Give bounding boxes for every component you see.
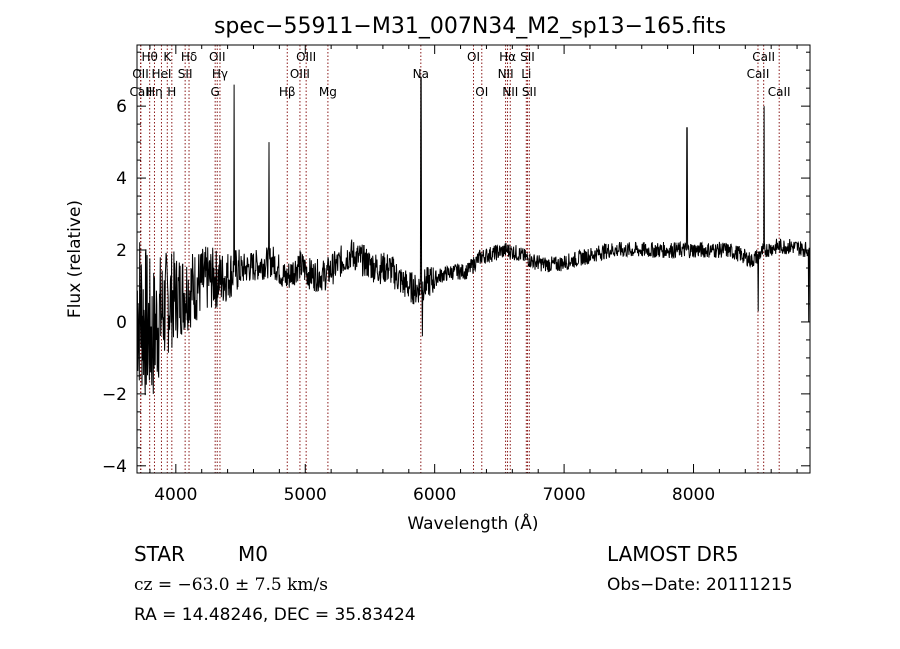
object-class: STAR	[134, 542, 185, 566]
redshift-cz: cz = −63.0 ± 7.5 km/s	[134, 575, 328, 595]
line-label: OIII	[290, 67, 310, 81]
coordinates: RA = 14.48246, DEC = 35.83424	[134, 605, 416, 625]
observation-date: Obs−Date: 20111215	[607, 575, 793, 595]
line-label: CaII	[129, 85, 152, 99]
x-tick-label: 4000	[154, 485, 197, 505]
y-tick-label: −2	[102, 385, 127, 405]
line-label: NII	[498, 67, 514, 81]
line-label: OI	[467, 50, 480, 64]
line-label: OII	[132, 67, 149, 81]
x-tick-label: 7000	[542, 485, 585, 505]
line-label: G	[211, 85, 220, 99]
line-label: NII	[502, 85, 518, 99]
line-label: SII	[178, 67, 193, 81]
line-label: SII	[522, 85, 537, 99]
line-label: Hγ	[212, 67, 228, 81]
object-subclass: M0	[238, 542, 268, 566]
line-label: Hθ	[141, 50, 157, 64]
x-tick-label: 5000	[284, 485, 327, 505]
y-tick-label: 0	[116, 313, 127, 333]
plot-frame	[136, 44, 811, 474]
y-axis-ticks: −4 −2 0 2 4 6	[102, 51, 810, 477]
x-tick-label: 6000	[413, 485, 456, 505]
line-label: H	[167, 85, 176, 99]
x-axis-ticks: 4000 5000 6000 7000 8000	[149, 45, 798, 505]
line-label: Hα	[499, 50, 516, 64]
line-label: Hβ	[279, 85, 296, 99]
line-label: OII	[209, 50, 226, 64]
line-label: Hη	[146, 85, 163, 99]
line-label: Mg	[319, 85, 337, 99]
line-label: SII	[520, 50, 535, 64]
survey-name: LAMOST DR5	[607, 542, 739, 566]
line-label: K	[163, 50, 172, 64]
y-tick-label: 6	[116, 97, 127, 117]
spectrum-line	[137, 76, 810, 396]
y-tick-label: −4	[102, 457, 127, 477]
line-label: Na	[413, 67, 429, 81]
x-tick-label: 8000	[672, 485, 715, 505]
line-label: CaII	[747, 67, 770, 81]
chart-title: spec−55911−M31_007N34_M2_sp13−165.fits	[214, 14, 726, 39]
y-tick-label: 4	[116, 169, 127, 189]
line-label: OIII	[296, 50, 316, 64]
x-axis-label: Wavelength (Å)	[407, 512, 538, 534]
line-label: HeI	[151, 67, 171, 81]
line-label: OI	[475, 85, 488, 99]
y-tick-label: 2	[116, 241, 127, 261]
line-label: Li	[521, 67, 531, 81]
line-label: Hδ	[181, 50, 197, 64]
y-axis-label: Flux (relative)	[65, 200, 85, 318]
line-label: CaII	[752, 50, 775, 64]
line-label: CaII	[768, 85, 791, 99]
